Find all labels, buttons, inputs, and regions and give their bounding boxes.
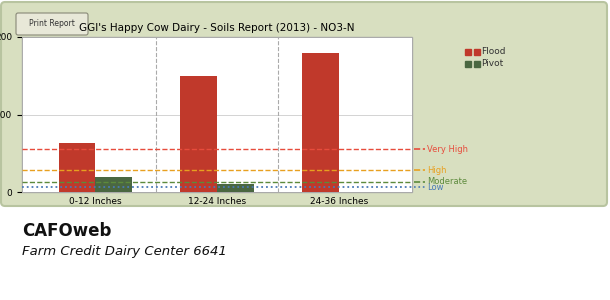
FancyBboxPatch shape [16,13,88,35]
Text: Print Report: Print Report [29,20,75,28]
Text: Low: Low [427,183,443,192]
Text: High: High [427,166,447,175]
Bar [303,52,339,192]
Text: Farm Credit Dairy Center 6641: Farm Credit Dairy Center 6641 [22,245,227,258]
FancyBboxPatch shape [1,2,607,206]
Bar [217,184,254,192]
Title: GGI's Happy Cow Dairy - Soils Report (2013) - NO3-N: GGI's Happy Cow Dairy - Soils Report (20… [79,23,355,33]
Bar [59,143,95,192]
Text: Moderate: Moderate [427,177,467,186]
Text: Very High: Very High [427,145,468,154]
Text: Pivot: Pivot [481,59,503,68]
Text: CAFOweb: CAFOweb [22,222,112,240]
Bar [181,76,217,192]
Text: Flood: Flood [481,47,506,56]
Bar [95,176,132,192]
FancyBboxPatch shape [22,37,412,192]
